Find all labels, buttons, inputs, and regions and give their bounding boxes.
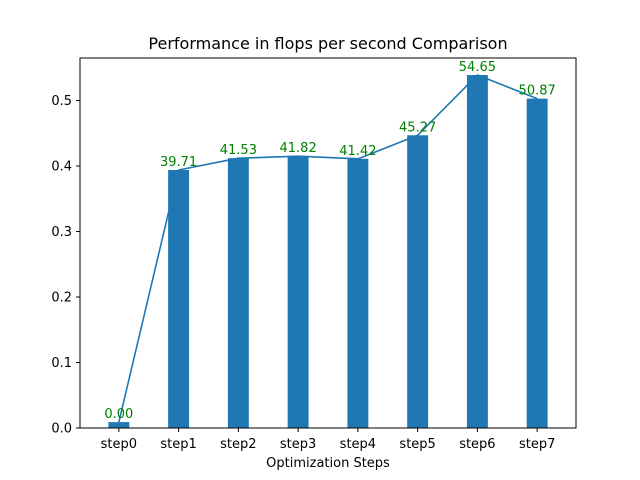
data-label-step7: 50.87 xyxy=(519,84,556,99)
y-tick-label: 0.5 xyxy=(51,94,72,109)
x-tick-label-step1: step1 xyxy=(160,437,196,452)
x-tick-label-step5: step5 xyxy=(399,437,435,452)
x-tick-label-step6: step6 xyxy=(459,437,495,452)
data-label-step1: 39.71 xyxy=(160,155,197,170)
y-tick-label: 0.1 xyxy=(51,356,72,371)
bar-step0 xyxy=(108,422,130,428)
bar-step2 xyxy=(227,158,249,428)
data-label-step3: 41.82 xyxy=(280,141,317,156)
x-axis-label: Optimization Steps xyxy=(266,456,390,471)
y-tick-label: 0.3 xyxy=(51,225,72,240)
y-tick-label: 0.2 xyxy=(51,291,72,306)
x-tick-label-step2: step2 xyxy=(220,437,256,452)
bar-step6 xyxy=(466,75,488,428)
trend-line xyxy=(118,74,538,423)
x-tick-label-step3: step3 xyxy=(280,437,316,452)
data-label-step5: 45.27 xyxy=(399,120,436,135)
chart-title: Performance in flops per second Comparis… xyxy=(148,34,507,53)
data-label-step4: 41.42 xyxy=(339,144,376,159)
x-tick-label-step7: step7 xyxy=(519,437,555,452)
bar-step5 xyxy=(407,135,429,428)
y-tick-label: 0.4 xyxy=(51,160,72,175)
y-tick-label: 0.0 xyxy=(51,422,72,437)
bar-step4 xyxy=(347,158,369,428)
plot-area-frame xyxy=(79,57,577,429)
bar-step3 xyxy=(287,156,309,429)
x-tick-label-step0: step0 xyxy=(101,437,137,452)
x-tick-label-step4: step4 xyxy=(340,437,376,452)
data-label-step2: 41.53 xyxy=(220,143,257,158)
data-label-step0: 0.00 xyxy=(104,407,133,422)
data-label-step6: 54.65 xyxy=(459,60,496,75)
bar-step1 xyxy=(168,169,190,429)
bar-step7 xyxy=(526,98,548,428)
